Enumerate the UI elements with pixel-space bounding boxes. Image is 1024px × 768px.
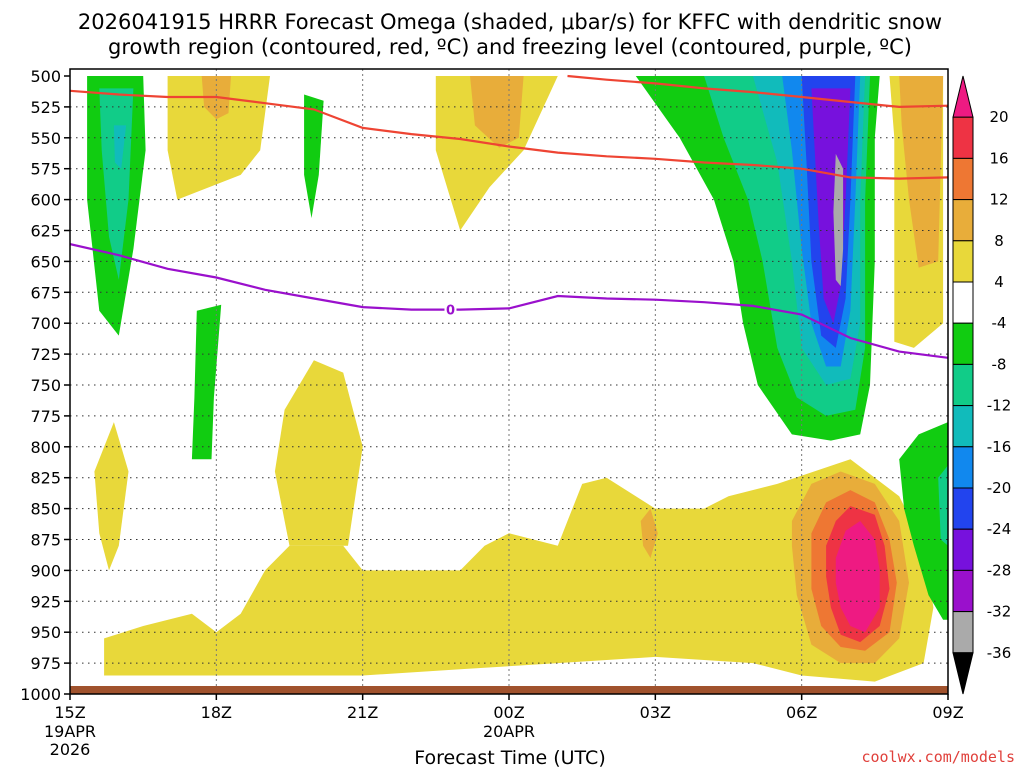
ground-strip bbox=[70, 686, 948, 694]
colorbar-segment bbox=[952, 487, 974, 530]
colorbar-label: 8 bbox=[994, 232, 1004, 250]
x-tick-label: 03Z bbox=[640, 703, 671, 722]
omega-region-6 bbox=[435, 76, 558, 231]
freezing-level-label: 0 bbox=[446, 304, 455, 319]
omega-region-12 bbox=[640, 508, 658, 558]
chart-title-line1: 2026041915 HRRR Forecast Omega (shaded, … bbox=[78, 10, 942, 34]
omega-region-21 bbox=[899, 76, 944, 268]
colorbar-label: 12 bbox=[989, 191, 1008, 209]
colorbar-label: -4 bbox=[992, 314, 1007, 332]
colorbar-arrow-bottom bbox=[952, 652, 974, 695]
colorbar-label: -16 bbox=[987, 438, 1012, 456]
omega-region-22 bbox=[899, 422, 948, 620]
omega-region-9 bbox=[274, 360, 363, 546]
y-tick-label: 975 bbox=[30, 654, 61, 673]
y-tick-label: 800 bbox=[30, 438, 61, 457]
x-axis-title: Forecast Time (UTC) bbox=[414, 747, 605, 768]
y-tick-label: 700 bbox=[30, 314, 61, 333]
y-tick-label: 850 bbox=[30, 500, 61, 519]
freezing-level-line bbox=[70, 243, 948, 359]
y-tick-label: 825 bbox=[30, 469, 61, 488]
colorbar-segment bbox=[952, 446, 974, 489]
colorbar: 20 16 12 8 4 -4 -8 -12 -16 -20 -24 -28 -32 -36 bbox=[952, 75, 1012, 695]
colorbar-label: 20 bbox=[989, 108, 1008, 126]
x-tick-label: 06Z bbox=[786, 703, 817, 722]
omega-region-19 bbox=[833, 153, 844, 287]
omega-region-7 bbox=[470, 76, 524, 148]
y-tick-label: 775 bbox=[30, 407, 61, 426]
colorbar-segment bbox=[952, 281, 974, 324]
y-tick-label: 925 bbox=[30, 592, 61, 611]
chart-title-line2: growth region (contoured, red, ºC) and f… bbox=[108, 35, 912, 59]
y-tick-label: 600 bbox=[30, 191, 61, 210]
x-tick-label: 15Z bbox=[54, 703, 85, 722]
colorbar-segment bbox=[952, 157, 974, 201]
colorbar-label: -32 bbox=[987, 603, 1012, 621]
colorbar-segment bbox=[952, 611, 974, 654]
y-tick-label: 900 bbox=[30, 561, 61, 580]
x-tick-date: 19APR bbox=[44, 722, 96, 741]
dgz-contour-line-0 bbox=[70, 89, 948, 180]
colorbar-label: 16 bbox=[989, 149, 1008, 167]
colorbar-segment bbox=[952, 116, 974, 159]
y-tick-label: 1000 bbox=[20, 685, 61, 704]
y-tick-label: 525 bbox=[30, 98, 61, 117]
colorbar-label: 4 bbox=[994, 273, 1004, 291]
x-tick-label: 00Z bbox=[493, 703, 524, 722]
colorbar-label: -8 bbox=[992, 355, 1007, 373]
colorbar-arrow-top bbox=[952, 75, 974, 118]
x-tick-label: 18Z bbox=[201, 703, 232, 722]
y-tick-label: 650 bbox=[30, 252, 61, 271]
omega-region-11 bbox=[104, 459, 934, 682]
omega-region-27 bbox=[835, 521, 880, 633]
colorbar-label: -28 bbox=[987, 561, 1012, 579]
omega-shading bbox=[87, 76, 948, 682]
colorbar-segment bbox=[952, 528, 974, 571]
omega-region-8 bbox=[191, 304, 222, 460]
colorbar-segment bbox=[952, 363, 974, 407]
colorbar-label: -24 bbox=[987, 520, 1012, 538]
omega-region-1 bbox=[99, 88, 134, 280]
y-axis: 500 525 550 575 600 625 650 675 700 725 750 775 800 8… bbox=[20, 67, 70, 704]
x-tick-date: 20APR bbox=[483, 722, 535, 741]
colorbar-segment bbox=[952, 405, 974, 448]
freezing-level-label-group: 0 bbox=[444, 301, 457, 319]
omega-region-2 bbox=[113, 125, 127, 169]
colorbar-label: -12 bbox=[987, 397, 1012, 415]
colorbar-segment bbox=[952, 199, 974, 242]
colorbar-label: -36 bbox=[987, 644, 1012, 662]
omega-region-5 bbox=[304, 94, 324, 219]
y-tick-label: 725 bbox=[30, 345, 61, 364]
colorbar-segment bbox=[952, 569, 974, 613]
colorbar-label: -20 bbox=[987, 479, 1012, 497]
x-tick-label: 21Z bbox=[347, 703, 378, 722]
contour-lines bbox=[70, 74, 948, 359]
y-tick-label: 875 bbox=[30, 531, 61, 550]
x-tick-year: 2026 bbox=[50, 740, 91, 759]
dgz-contour-line-1 bbox=[567, 74, 948, 109]
y-tick-label: 950 bbox=[30, 623, 61, 642]
credit-text: coolwx.com/models bbox=[861, 748, 1015, 766]
freezing-label-bg bbox=[444, 301, 457, 318]
omega-region-23 bbox=[938, 465, 948, 546]
x-tick-label: 09Z bbox=[932, 703, 963, 722]
y-tick-label: 550 bbox=[30, 129, 61, 148]
grid-lines bbox=[70, 69, 948, 694]
y-tick-label: 625 bbox=[30, 222, 61, 241]
y-tick-label: 750 bbox=[30, 376, 61, 395]
omega-region-10 bbox=[94, 422, 129, 571]
y-tick-label: 675 bbox=[30, 283, 61, 302]
colorbar-segment bbox=[952, 322, 974, 365]
y-tick-label: 500 bbox=[30, 67, 61, 86]
colorbar-segment bbox=[952, 240, 974, 283]
y-tick-label: 575 bbox=[30, 160, 61, 179]
